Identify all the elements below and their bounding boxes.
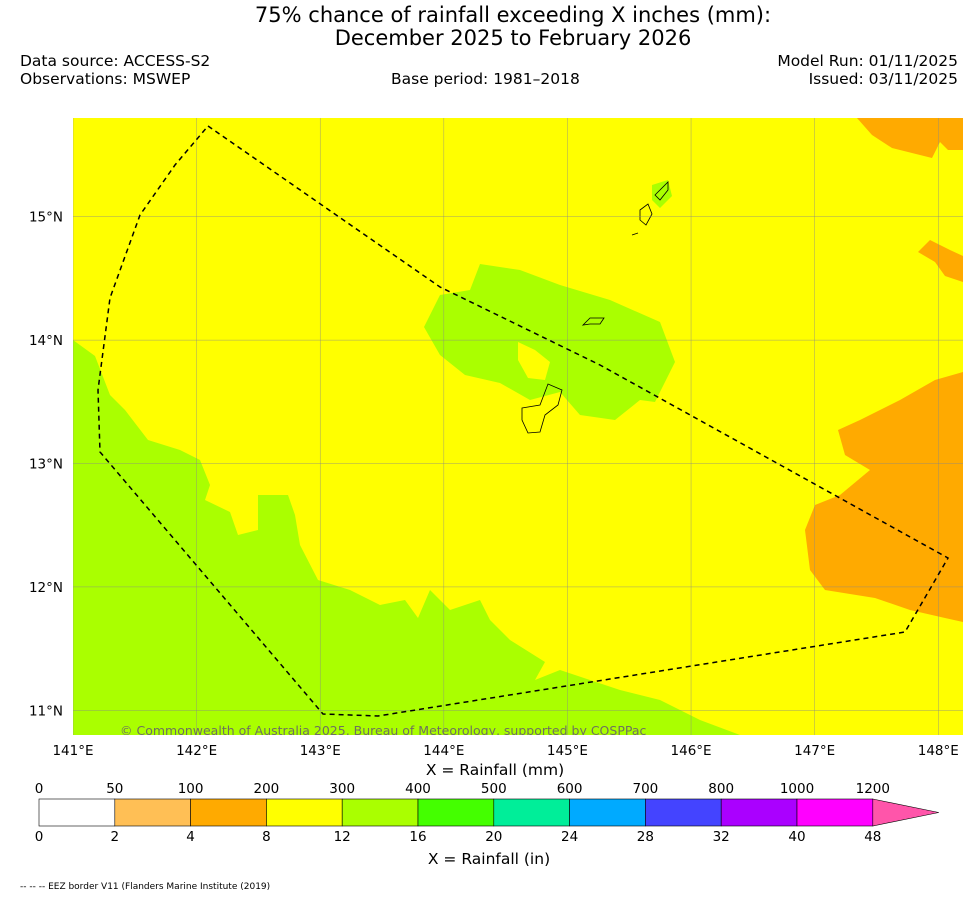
colorbar-swatch xyxy=(38,798,116,827)
lon-tick-label: 144°E xyxy=(423,743,464,759)
map-coastlines xyxy=(521,181,669,434)
issued-date: Issued: 03/11/2025 xyxy=(808,70,958,88)
colorbar-mm-label: 500 xyxy=(481,781,507,797)
colorbar-swatch xyxy=(493,798,570,827)
colorbar-swatch xyxy=(266,798,343,827)
map-region-east-200mm xyxy=(805,372,963,622)
colorbar-in-label: 0 xyxy=(35,829,44,845)
colorbar-swatch xyxy=(190,798,267,827)
lon-tick-label: 142°E xyxy=(176,743,217,759)
colorbar-in-label: 12 xyxy=(334,829,351,845)
map-region-guam-inner-300mm xyxy=(518,342,550,380)
colorbar-swatch xyxy=(720,798,798,827)
colorbar-mm-label: 600 xyxy=(557,781,583,797)
colorbar-mm-label: 50 xyxy=(106,781,123,797)
lat-tick-label: 12°N xyxy=(29,580,63,596)
colorbar-mm-label: 400 xyxy=(405,781,431,797)
lon-tick-label: 141°E xyxy=(52,743,93,759)
map-region-east-200mm-small xyxy=(918,240,963,282)
data-source: Data source: ACCESS-S2 xyxy=(20,52,211,70)
map-title-line1: 75% chance of rainfall exceeding X inche… xyxy=(254,3,772,27)
colorbar-in-label: 20 xyxy=(485,829,502,845)
copyright-notice: © Commonwealth of Australia 2025, Bureau… xyxy=(120,723,646,738)
lat-tick-label: 14°N xyxy=(29,333,63,349)
colorbar-mm-label: 0 xyxy=(35,781,44,797)
map-xlabel: X = Rainfall (mm) xyxy=(426,761,564,779)
colorbar-in-label: 40 xyxy=(788,829,805,845)
colorbar-mm-label: 300 xyxy=(329,781,355,797)
base-period: Base period: 1981–2018 xyxy=(391,70,580,88)
colorbar-mm-label: 700 xyxy=(633,781,659,797)
model-run: Model Run: 01/11/2025 xyxy=(777,52,958,70)
map-region-north-east-200mm xyxy=(857,118,963,158)
colorbar-mm-label: 200 xyxy=(254,781,280,797)
lat-tick-label: 15°N xyxy=(29,210,63,226)
map-region-rota-400mm xyxy=(652,180,672,208)
colorbar-swatch xyxy=(114,798,191,827)
colorbar-in-label: 32 xyxy=(713,829,730,845)
colorbar-in-label: 4 xyxy=(186,829,195,845)
colorbar-in-label: 8 xyxy=(262,829,271,845)
colorbar-swatch xyxy=(569,798,646,827)
lon-tick-label: 145°E xyxy=(547,743,588,759)
colorbar-in-label: 2 xyxy=(111,829,120,845)
lat-tick-label: 13°N xyxy=(29,457,63,473)
lon-tick-label: 148°E xyxy=(918,743,959,759)
observations: Observations: MSWEP xyxy=(20,70,191,88)
lat-tick-label: 11°N xyxy=(29,703,63,719)
colorbar-mm-label: 1000 xyxy=(780,781,814,797)
colorbar-swatch xyxy=(796,798,874,827)
lon-tick-label: 147°E xyxy=(794,743,835,759)
colorbar-extend-arrow xyxy=(872,798,939,827)
map-region-guam-400mm xyxy=(424,264,675,420)
eez-border-line xyxy=(97,124,950,717)
colorbar-in-label: 24 xyxy=(561,829,578,845)
colorbar-in-label: 28 xyxy=(637,829,654,845)
colorbar-swatch xyxy=(341,798,419,827)
colorbar-mm-label: 100 xyxy=(178,781,204,797)
colorbar-in-label: 48 xyxy=(864,829,881,845)
colorbar-swatch xyxy=(645,798,722,827)
map-gridlines xyxy=(73,118,963,735)
map-title-line2: December 2025 to February 2026 xyxy=(334,26,692,50)
longitude-axis: 141°E 142°E 143°E 144°E 145°E 146°E 147°E 148°E xyxy=(52,743,958,759)
colorbar-mm-label: 1200 xyxy=(856,781,890,797)
lon-tick-label: 146°E xyxy=(671,743,712,759)
colorbar-mm-label: 800 xyxy=(708,781,734,797)
eez-legend-note: -- -- -- EEZ border V11 (Flanders Marine… xyxy=(20,882,270,892)
map-frame: © Commonwealth of Australia 2025, Bureau… xyxy=(73,118,963,738)
latitude-axis: 15°N 14°N 13°N 12°N 11°N xyxy=(29,210,63,720)
colorbar-xlabel: X = Rainfall (in) xyxy=(428,850,550,868)
lon-tick-label: 143°E xyxy=(300,743,341,759)
colorbar-swatch xyxy=(417,798,495,827)
colorbar-in-label: 16 xyxy=(409,829,426,845)
map-region-south-west-400mm xyxy=(73,340,740,735)
